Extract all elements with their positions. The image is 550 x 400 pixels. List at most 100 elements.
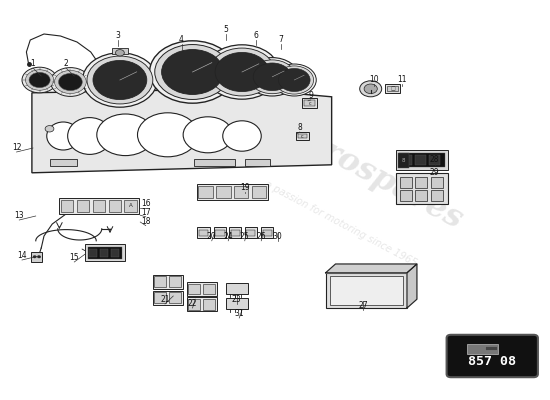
Bar — [89, 248, 97, 257]
Bar — [108, 200, 122, 212]
Text: 17: 17 — [141, 208, 151, 217]
Ellipse shape — [138, 113, 198, 157]
Bar — [92, 200, 106, 212]
Bar — [187, 282, 217, 296]
Circle shape — [246, 58, 299, 96]
Bar — [124, 200, 138, 212]
Circle shape — [33, 256, 36, 258]
Bar — [216, 186, 230, 198]
Text: 18: 18 — [141, 217, 151, 226]
Bar — [415, 177, 427, 188]
Ellipse shape — [223, 121, 261, 151]
Bar — [153, 291, 183, 305]
Polygon shape — [407, 264, 417, 308]
Bar — [59, 198, 139, 214]
Bar — [245, 159, 270, 166]
Bar — [485, 346, 497, 350]
Text: 857 08: 857 08 — [468, 355, 516, 368]
Bar — [330, 276, 403, 305]
Bar — [430, 155, 440, 165]
Bar — [467, 344, 498, 354]
Bar — [100, 248, 108, 257]
Text: 22: 22 — [188, 300, 197, 308]
Circle shape — [37, 256, 41, 258]
Text: 7: 7 — [278, 36, 283, 44]
Bar — [415, 155, 426, 165]
Bar — [229, 227, 241, 238]
Circle shape — [54, 70, 86, 94]
Bar — [385, 84, 400, 93]
Bar — [197, 227, 210, 238]
Circle shape — [360, 81, 382, 97]
Bar — [169, 292, 182, 303]
Bar — [154, 276, 166, 287]
Text: 8: 8 — [298, 124, 302, 132]
Text: 6: 6 — [254, 32, 258, 40]
Bar — [431, 190, 443, 201]
Bar — [199, 230, 208, 236]
Polygon shape — [326, 264, 417, 273]
Circle shape — [150, 41, 235, 103]
Bar — [76, 200, 90, 212]
Text: 26: 26 — [256, 232, 266, 241]
Circle shape — [51, 68, 90, 96]
Text: eurospares: eurospares — [279, 116, 469, 236]
Ellipse shape — [183, 117, 233, 153]
Text: 12: 12 — [12, 144, 21, 152]
Ellipse shape — [47, 122, 80, 150]
Circle shape — [249, 60, 295, 94]
Bar — [302, 98, 317, 108]
Bar — [60, 200, 74, 212]
Bar — [112, 48, 128, 54]
Bar — [153, 275, 183, 289]
Circle shape — [209, 48, 275, 96]
Circle shape — [93, 60, 147, 100]
Text: 27: 27 — [358, 302, 368, 310]
Bar — [298, 134, 307, 138]
Text: 14: 14 — [17, 252, 27, 260]
Bar — [50, 159, 77, 166]
Ellipse shape — [68, 118, 112, 154]
Text: c: c — [309, 101, 311, 106]
Text: □: □ — [390, 86, 395, 91]
Text: a passion for motoring since 1965: a passion for motoring since 1965 — [263, 180, 419, 268]
Bar — [231, 230, 240, 236]
Circle shape — [155, 44, 230, 100]
Circle shape — [278, 68, 310, 92]
Bar — [31, 252, 42, 262]
Circle shape — [25, 70, 54, 90]
Bar — [246, 230, 255, 236]
Bar — [396, 150, 448, 170]
Text: 20: 20 — [207, 232, 217, 241]
Bar — [214, 227, 226, 238]
Circle shape — [29, 72, 50, 88]
Circle shape — [275, 66, 314, 94]
Circle shape — [58, 73, 82, 91]
Bar — [398, 153, 409, 168]
Bar — [154, 292, 166, 303]
Text: 29: 29 — [430, 168, 439, 177]
Circle shape — [45, 126, 54, 132]
Text: c: c — [301, 134, 304, 138]
FancyBboxPatch shape — [447, 335, 538, 377]
Bar — [431, 177, 443, 188]
Bar — [197, 184, 268, 200]
Text: 4: 4 — [179, 36, 184, 44]
Bar — [204, 299, 216, 310]
Bar — [387, 86, 398, 91]
Circle shape — [162, 50, 223, 94]
Text: 31: 31 — [234, 310, 244, 318]
Circle shape — [22, 67, 57, 93]
Text: 5: 5 — [223, 26, 228, 34]
Bar — [169, 276, 182, 287]
Text: 13: 13 — [14, 212, 24, 220]
Bar — [87, 247, 123, 259]
Bar — [326, 273, 407, 308]
Bar — [415, 190, 427, 201]
Text: 11: 11 — [397, 76, 406, 84]
Bar — [187, 297, 217, 311]
Text: 28: 28 — [430, 156, 439, 164]
Bar — [400, 190, 412, 201]
Bar — [85, 244, 125, 261]
Bar — [296, 132, 309, 140]
